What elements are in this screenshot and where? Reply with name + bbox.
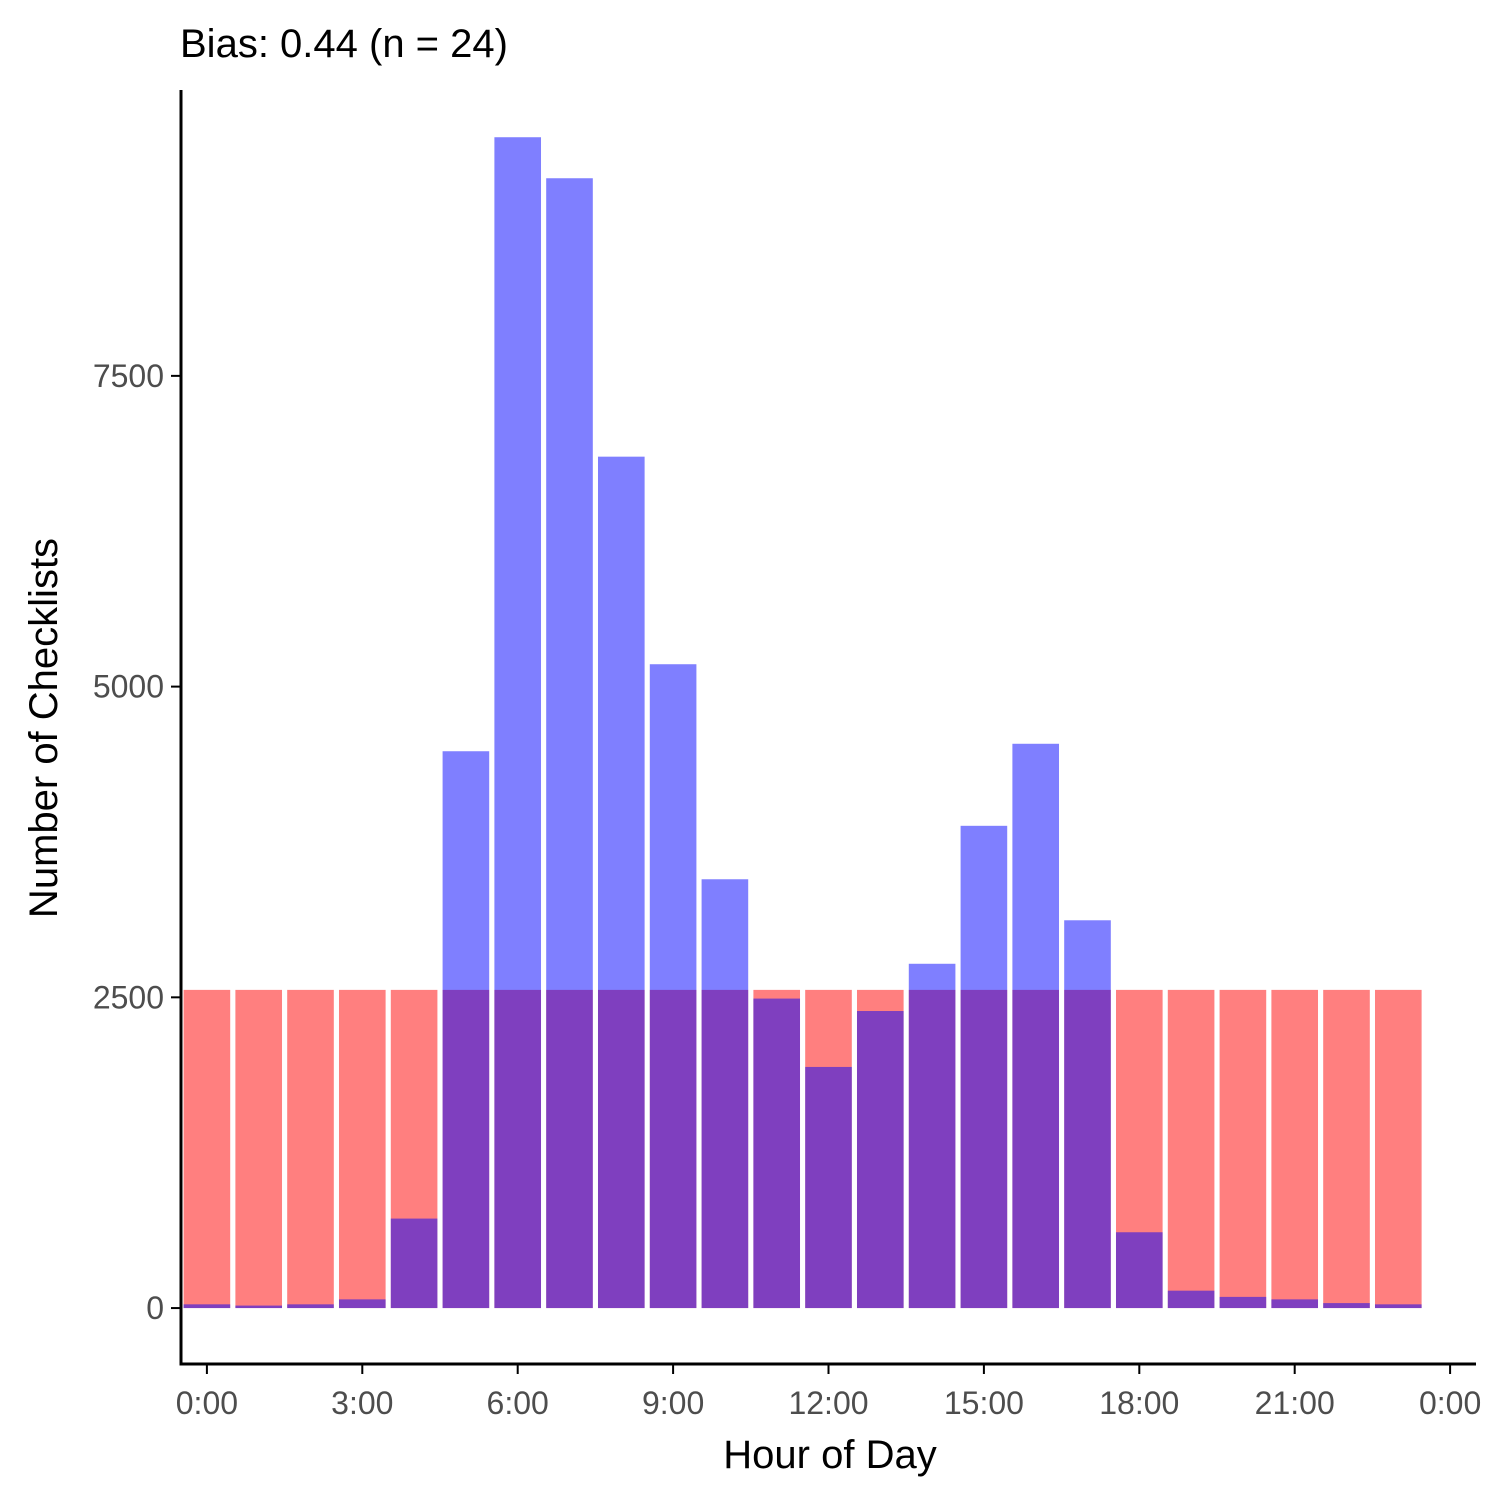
bar-series-2-hour-16 [1012, 743, 1060, 1309]
bar-series-1-hour-23 [1374, 989, 1422, 1309]
bar-series-2-hour-0 [183, 1304, 231, 1309]
bar-series-2-hour-14 [908, 963, 956, 1309]
chart-title: Bias: 0.44 (n = 24) [180, 22, 508, 66]
bar-series-2-hour-18 [1115, 1232, 1163, 1309]
y-tick-label-0: 0 [146, 1290, 164, 1326]
bar-series-2-hour-1 [235, 1305, 283, 1309]
bar-series-2-hour-15 [960, 825, 1008, 1309]
bar-series-2-hour-20 [1219, 1296, 1267, 1309]
bar-series-2-hour-21 [1271, 1299, 1319, 1309]
bar-series-2-hour-5 [442, 751, 490, 1309]
bar-series-1-hour-20 [1219, 989, 1267, 1309]
y-tick-label-5000: 5000 [93, 669, 164, 705]
bar-series-2-hour-7 [546, 178, 593, 1309]
bar-series-2-hour-12 [805, 1066, 852, 1309]
x-axis-title: Hour of Day [723, 1433, 936, 1477]
bar-series-2-hour-17 [1064, 920, 1111, 1309]
bars-layer [183, 137, 1422, 1309]
x-tick-label-15: 15:00 [944, 1385, 1024, 1421]
bar-series-1-hour-2 [287, 989, 334, 1309]
x-tick-label-9: 9:00 [642, 1385, 704, 1421]
bar-series-2-hour-13 [856, 1011, 904, 1309]
x-tick-label-24: 0:00 [1419, 1385, 1481, 1421]
bar-series-1-hour-21 [1271, 989, 1319, 1309]
bar-series-2-hour-2 [287, 1304, 334, 1309]
bar-series-1-hour-1 [235, 989, 283, 1309]
x-tick-label-18: 18:00 [1099, 1385, 1179, 1421]
x-tick-label-0: 0:00 [176, 1385, 238, 1421]
y-tick-label-7500: 7500 [93, 358, 164, 394]
bar-series-2-hour-10 [701, 879, 749, 1309]
bar-series-2-hour-23 [1374, 1304, 1422, 1309]
y-axis-title: Number of Checklists [22, 538, 66, 918]
bar-series-2-hour-6 [494, 137, 542, 1309]
bar-series-2-hour-4 [390, 1218, 438, 1309]
bar-series-1-hour-3 [338, 989, 386, 1309]
bar-series-2-hour-11 [753, 998, 801, 1309]
bar-series-2-hour-22 [1323, 1303, 1370, 1309]
bar-series-2-hour-8 [597, 456, 645, 1309]
x-tick-label-6: 6:00 [487, 1385, 549, 1421]
bar-series-2-hour-3 [338, 1299, 386, 1309]
bar-series-2-hour-9 [649, 664, 697, 1309]
bar-series-1-hour-0 [183, 989, 231, 1309]
x-tick-label-3: 3:00 [331, 1385, 393, 1421]
x-tick-label-12: 12:00 [788, 1385, 868, 1421]
bar-series-1-hour-19 [1167, 989, 1215, 1309]
bar-series-1-hour-22 [1323, 989, 1370, 1309]
bar-series-2-hour-19 [1167, 1290, 1215, 1309]
x-tick-label-21: 21:00 [1255, 1385, 1335, 1421]
axes-layer: 0 2500 5000 7500 0:00 3:00 6:00 9:00 12:00 15:00 1… [93, 90, 1481, 1421]
y-tick-label-2500: 2500 [93, 979, 164, 1015]
